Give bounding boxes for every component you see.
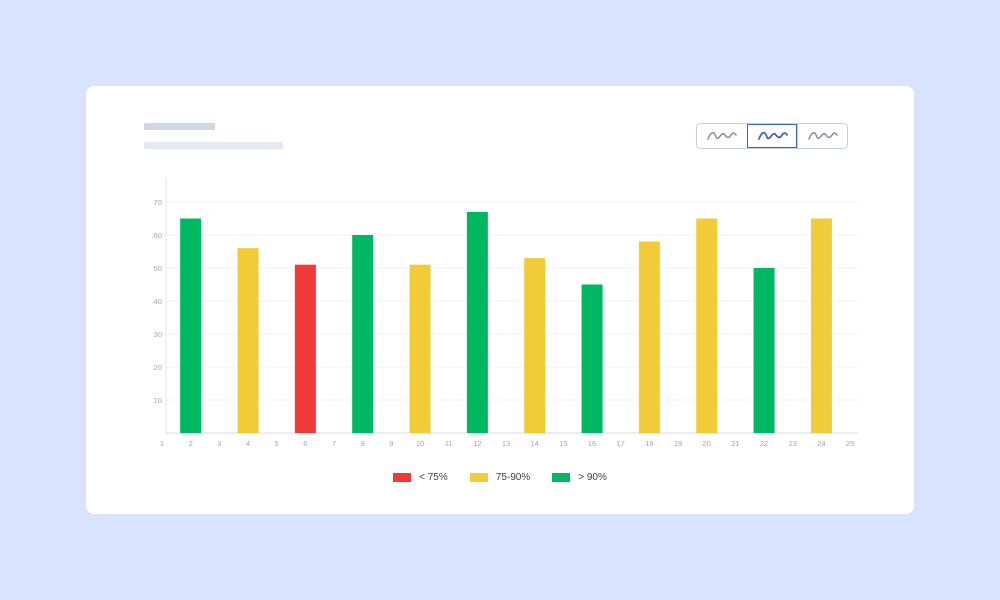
x-tick-label: 13	[502, 439, 510, 448]
bar	[352, 235, 374, 433]
bar	[409, 264, 431, 433]
wave-icon	[757, 131, 788, 140]
x-tick-label: 16	[588, 439, 596, 448]
bar	[581, 284, 603, 433]
legend-label: > 90%	[578, 472, 607, 483]
x-tick-label: 24	[817, 439, 825, 448]
title-placeholder	[144, 123, 215, 130]
bar	[810, 218, 832, 433]
wave-style-option-1[interactable]	[697, 124, 747, 148]
x-tick-label: 7	[332, 439, 336, 448]
legend-item: > 90%	[552, 472, 607, 483]
wave-style-option-2[interactable]	[747, 124, 797, 148]
subtitle-placeholder	[144, 142, 283, 149]
x-tick-label: 14	[531, 439, 539, 448]
chart-card: 10 20 30 40 50 60 70 1 2 3 4 5 6 7 8 9 10 11 12 13 14 15 16 17 1…	[86, 86, 914, 514]
chart-style-toggle	[696, 123, 848, 149]
x-tick-label: 22	[760, 439, 768, 448]
wave-icon	[707, 131, 737, 140]
x-tick-label: 8	[361, 439, 365, 448]
bar	[638, 241, 660, 433]
y-tick-label: 50	[154, 264, 162, 273]
legend-swatch	[552, 473, 571, 482]
x-tick-label: 1	[160, 439, 164, 448]
bar	[524, 258, 546, 433]
legend-label: 75-90%	[495, 472, 531, 483]
wave-icon	[807, 131, 838, 140]
x-tick-label: 21	[731, 439, 739, 448]
x-tick-label: 23	[789, 439, 797, 448]
x-tick-label: 25	[846, 439, 854, 448]
y-tick-label: 20	[154, 363, 162, 372]
bar	[466, 211, 488, 433]
chart-legend: < 75% 75-90% > 90%	[86, 472, 914, 483]
x-tick-label: 2	[189, 439, 193, 448]
legend-swatch	[393, 473, 412, 482]
bar	[180, 218, 202, 433]
legend-label: < 75%	[419, 472, 448, 483]
x-tick-label: 18	[645, 439, 653, 448]
x-tick-label: 20	[703, 439, 711, 448]
x-tick-label: 11	[445, 439, 453, 448]
x-tick-label: 17	[617, 439, 625, 448]
x-tick-label: 12	[473, 439, 481, 448]
x-tick-label: 3	[217, 439, 221, 448]
x-tick-label: 6	[303, 439, 307, 448]
bar	[753, 268, 775, 433]
x-tick-label: 19	[674, 439, 682, 448]
bar	[696, 218, 718, 433]
y-tick-label: 30	[154, 330, 162, 339]
x-tick-label: 5	[275, 439, 279, 448]
x-tick-label: 15	[559, 439, 567, 448]
x-tick-label: 9	[389, 439, 393, 448]
x-tick-label: 10	[416, 439, 424, 448]
bar	[237, 248, 259, 433]
legend-item: 75-90%	[469, 472, 531, 483]
legend-item: < 75%	[393, 472, 448, 483]
legend-swatch	[469, 473, 488, 482]
y-tick-label: 40	[154, 297, 162, 306]
y-tick-label: 70	[154, 198, 162, 207]
bar	[294, 264, 316, 433]
x-tick-label: 4	[246, 439, 250, 448]
wave-style-option-3[interactable]	[797, 124, 847, 148]
y-tick-label: 10	[154, 396, 162, 405]
y-tick-label: 60	[154, 231, 162, 240]
